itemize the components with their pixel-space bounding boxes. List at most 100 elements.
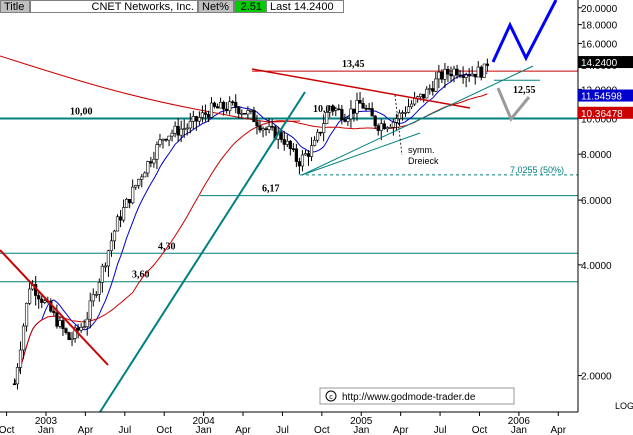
y-tick-label: 16.0000 <box>581 39 618 50</box>
watermark-box: c http://www.godmode-trader.de <box>319 387 515 405</box>
short-moving-average-line <box>14 72 488 385</box>
level-label: 6,17 <box>262 184 280 195</box>
candle-body <box>185 127 189 130</box>
net-label: Net% <box>198 0 234 13</box>
candle-body <box>152 158 156 164</box>
candle-body <box>425 88 429 99</box>
candle-body <box>373 115 377 127</box>
candle-body <box>303 153 308 156</box>
candle-body <box>137 178 141 186</box>
candle-body <box>194 116 198 122</box>
chart-labels: symm. Dreieck 10,00 12,55 7,0255 (50%) L… <box>313 85 633 411</box>
candle-body <box>400 112 405 114</box>
candle-body <box>70 337 74 340</box>
candle-body <box>349 108 353 120</box>
x-tick-label: Apr <box>235 425 251 435</box>
candle-body <box>403 112 408 114</box>
x-year-label: 2003 <box>35 416 58 427</box>
candle-body <box>261 128 265 131</box>
triangle-lower-line <box>301 132 421 176</box>
x-year-label: 2005 <box>350 416 373 427</box>
candle-body <box>170 132 174 137</box>
pattern-label-symm: symm. <box>408 145 435 155</box>
candle-body <box>100 265 104 283</box>
candle-body <box>485 63 489 66</box>
candle-body <box>161 138 165 141</box>
candle-body <box>325 112 329 124</box>
candle-body <box>279 132 283 140</box>
candle-body <box>115 216 120 232</box>
candle-body <box>464 74 468 78</box>
candle-body <box>315 131 320 141</box>
candle-body <box>94 293 98 296</box>
x-tick-label: Jul <box>434 425 447 435</box>
candle-body <box>458 74 462 77</box>
candle-body <box>319 131 323 134</box>
candle-body <box>264 128 268 130</box>
candle-body <box>134 184 138 188</box>
candle-body <box>179 128 183 136</box>
y-tick-label: 10.0000 <box>581 115 618 126</box>
candle-body <box>288 140 292 149</box>
candle-body <box>76 327 80 331</box>
candle-body <box>331 106 335 111</box>
candle-body <box>397 112 402 119</box>
pattern-label-dreieck: Dreieck <box>408 156 439 166</box>
candle-body <box>473 73 477 78</box>
candle-body <box>255 121 259 127</box>
x-tick-label: Oct <box>0 425 15 435</box>
candle-body <box>376 125 380 131</box>
x-tick-label: Apr <box>551 425 567 435</box>
price-badge: 14.2400 <box>578 56 633 69</box>
quote-header: Title CNET Networks, Inc. Net% 2.51 Last… <box>0 0 578 14</box>
candle-body <box>285 140 289 145</box>
candle-body <box>82 326 86 328</box>
resistance-trend-line <box>251 68 471 109</box>
long-moving-average-leadin <box>0 55 301 123</box>
candle-body <box>106 250 111 267</box>
candle-body <box>434 78 438 92</box>
last-value: 14.2400 <box>293 1 334 13</box>
y-tick-label: 18.0000 <box>581 21 618 32</box>
candle-body <box>470 73 474 77</box>
candle-body <box>355 100 359 114</box>
candle-body <box>361 103 365 109</box>
candle-body <box>176 125 180 136</box>
fib-label: 7,0255 (50%) <box>510 165 564 175</box>
candle-body <box>52 310 56 314</box>
candle-body <box>340 109 344 121</box>
candle-body <box>43 300 47 303</box>
candlesticks <box>12 58 489 390</box>
candle-body <box>455 68 459 76</box>
candle-body <box>37 295 41 300</box>
title-label: Title <box>0 0 30 13</box>
candle-body <box>258 125 262 131</box>
x-tick-label: Oct <box>156 425 172 435</box>
candle-body <box>197 117 201 122</box>
candle-body <box>449 73 453 77</box>
candle-body <box>352 108 356 114</box>
candle-body <box>482 63 486 78</box>
bullish-projection-arrow <box>491 0 558 63</box>
x-tick-label: Jan <box>353 425 369 435</box>
candle-body <box>228 101 232 112</box>
candle-body <box>173 125 177 134</box>
candle-body <box>440 71 444 80</box>
candle-body <box>240 112 244 115</box>
x-tick-label: Apr <box>393 425 409 435</box>
candle-body <box>476 66 480 78</box>
candle-body <box>73 327 77 339</box>
candle-body <box>222 101 226 110</box>
candle-body <box>370 108 374 117</box>
candle-body <box>91 294 95 302</box>
candle-body <box>61 320 65 329</box>
candle-body <box>212 102 217 107</box>
candle-body <box>200 112 205 118</box>
y-tick-label: 20.0000 <box>581 4 618 15</box>
candle-body <box>300 154 305 167</box>
candle-body <box>146 161 150 174</box>
candle-body <box>419 93 423 98</box>
candle-body <box>164 138 168 141</box>
candle-body <box>294 148 298 162</box>
